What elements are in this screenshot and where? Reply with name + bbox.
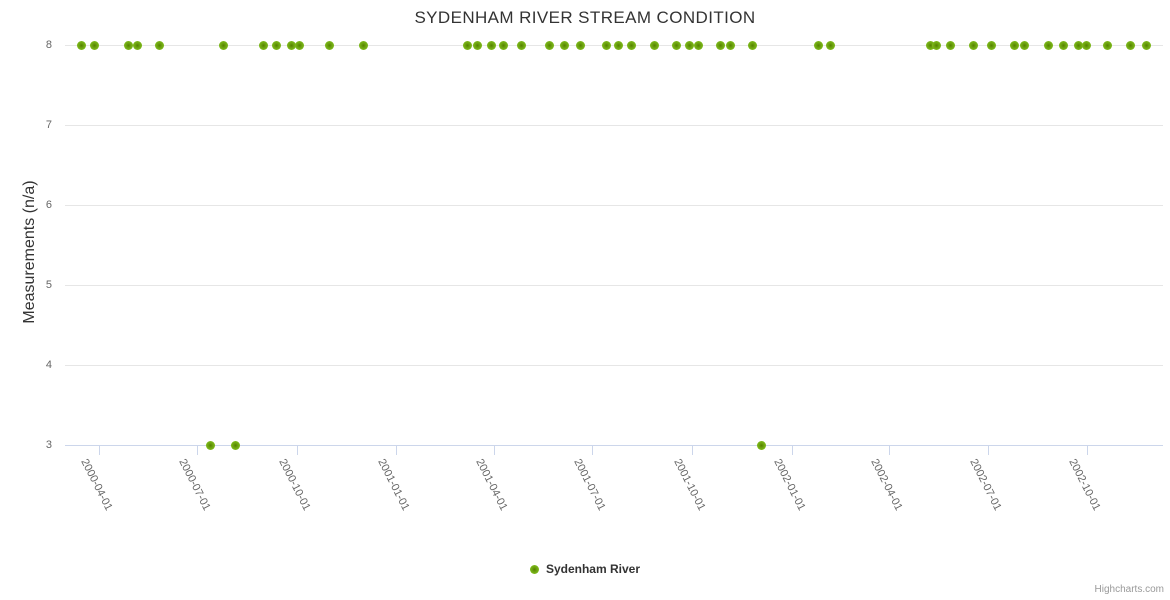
data-point-sydenham-river-2002-05-15[interactable] [932, 40, 942, 50]
y-axis-label-4: 4 [45, 359, 52, 371]
legend-item-sydenham-river[interactable]: Sydenham River [529, 562, 641, 576]
chart-title: SYDENHAM RIVER STREAM CONDITION [414, 8, 756, 27]
data-point-sydenham-river-2000-10-04[interactable] [295, 40, 305, 50]
x-axis-label-2001-07-01: 2001-07-01 [571, 457, 608, 513]
y-axis-label-5: 5 [45, 279, 52, 291]
data-point-sydenham-river-2002-01-26[interactable] [814, 40, 824, 50]
data-point-sydenham-river-2001-06-05[interactable] [559, 40, 569, 50]
x-tick-2001-07-01 [592, 445, 594, 455]
y-axis-label-8: 8 [45, 39, 52, 51]
y-gridline-7 [65, 125, 1163, 126]
data-point-sydenham-river-2002-07-05[interactable] [987, 40, 997, 50]
legend: Sydenham River [0, 562, 1170, 576]
data-point-sydenham-river-2002-05-09[interactable] [925, 40, 935, 50]
data-point-sydenham-river-2001-09-29[interactable] [685, 40, 695, 50]
data-point-sydenham-river-2001-08-27[interactable] [649, 40, 659, 50]
data-point-sydenham-river-2000-03-16[interactable] [76, 40, 86, 50]
data-point-sydenham-river-2002-09-30[interactable] [1081, 40, 1091, 50]
data-point-sydenham-river-2000-03-28[interactable] [89, 40, 99, 50]
data-point-sydenham-river-2000-09-26[interactable] [286, 40, 296, 50]
x-tick-2001-04-01 [493, 445, 495, 455]
data-point-sydenham-river-2000-09-12[interactable] [271, 40, 281, 50]
x-axis-label-2001-04-01: 2001-04-01 [473, 457, 510, 513]
data-point-sydenham-river-2001-05-22[interactable] [544, 40, 554, 50]
data-point-sydenham-river-2000-10-31[interactable] [324, 40, 334, 50]
data-point-sydenham-river-2000-04-29[interactable] [124, 40, 134, 50]
y-axis-label-6: 6 [45, 199, 52, 211]
data-point-sydenham-river-2002-10-20[interactable] [1103, 40, 1113, 50]
x-axis-label-2002-01-01: 2002-01-01 [770, 457, 808, 513]
x-axis-label-2000-10-01: 2000-10-01 [276, 457, 313, 513]
highcharts-credit-link[interactable]: Highcharts.com [1094, 584, 1164, 595]
data-point-sydenham-river-2001-03-08[interactable] [463, 40, 473, 50]
x-tick-2000-07-01 [197, 445, 199, 455]
x-tick-2001-10-01 [691, 445, 693, 455]
data-point-sydenham-river-2001-10-07[interactable] [693, 40, 703, 50]
x-tick-2002-04-01 [889, 445, 891, 455]
data-point-sydenham-river-2001-08-06[interactable] [626, 40, 636, 50]
data-point-sydenham-river-2002-09-09[interactable] [1058, 40, 1068, 50]
data-point-sydenham-river-2001-06-20[interactable] [575, 40, 585, 50]
data-point-sydenham-river-2001-03-30[interactable] [487, 40, 497, 50]
data-point-sydenham-river-2000-05-27[interactable] [154, 40, 164, 50]
data-point-sydenham-river-2001-04-27[interactable] [517, 40, 527, 50]
data-point-sydenham-river-2000-05-07[interactable] [133, 40, 143, 50]
y-gridline-6 [65, 205, 1163, 206]
legend-marker-icon [529, 564, 539, 574]
x-axis-label-2002-07-01: 2002-07-01 [966, 457, 1004, 513]
data-point-sydenham-river-2001-04-10[interactable] [499, 40, 509, 50]
legend-label: Sydenham River [545, 562, 641, 576]
data-point-sydenham-river-2002-08-26[interactable] [1043, 40, 1053, 50]
x-tick-2002-07-01 [987, 445, 989, 455]
x-tick-2001-01-01 [396, 445, 398, 455]
data-point-sydenham-river-2001-12-04[interactable] [756, 440, 766, 450]
data-point-sydenham-river-2001-11-06[interactable] [726, 40, 736, 50]
x-axis-label-2001-01-01: 2001-01-01 [375, 457, 412, 513]
data-point-sydenham-river-2001-07-25[interactable] [613, 40, 623, 50]
data-point-sydenham-river-2002-11-25[interactable] [1142, 40, 1152, 50]
x-axis-label-2000-07-01: 2000-07-01 [176, 457, 213, 513]
data-point-sydenham-river-2001-10-27[interactable] [715, 40, 725, 50]
data-point-sydenham-river-2001-03-17[interactable] [473, 40, 483, 50]
y-gridline-4 [65, 365, 1163, 366]
data-point-sydenham-river-2002-02-06[interactable] [826, 40, 836, 50]
y-axis-label-7: 7 [45, 119, 52, 131]
data-point-sydenham-river-2002-06-18[interactable] [969, 40, 978, 50]
data-point-sydenham-river-2001-07-14[interactable] [601, 40, 611, 50]
data-point-sydenham-river-2002-09-23[interactable] [1074, 40, 1084, 50]
data-point-sydenham-river-2002-11-10[interactable] [1126, 40, 1135, 50]
x-axis-label-2002-04-01: 2002-04-01 [868, 457, 905, 513]
y-axis-label-3: 3 [45, 439, 52, 451]
data-point-sydenham-river-2002-07-26[interactable] [1010, 40, 1020, 50]
x-axis-label-2002-10-01: 2002-10-01 [1066, 457, 1103, 513]
x-tick-2000-04-01 [98, 445, 100, 455]
x-axis-label-2000-04-01: 2000-04-01 [77, 457, 115, 513]
data-point-sydenham-river-2000-07-13[interactable] [205, 440, 215, 450]
data-point-sydenham-river-2001-11-26[interactable] [748, 40, 758, 50]
data-point-sydenham-river-2000-08-05[interactable] [230, 440, 240, 450]
x-tick-2000-10-01 [296, 445, 298, 455]
x-axis-line [65, 445, 1163, 446]
data-point-sydenham-river-2001-09-17[interactable] [672, 40, 682, 50]
x-tick-2002-01-01 [791, 445, 793, 455]
data-point-sydenham-river-2000-12-02[interactable] [359, 40, 369, 50]
data-point-sydenham-river-2002-05-28[interactable] [946, 40, 956, 50]
data-point-sydenham-river-2000-07-25[interactable] [218, 40, 228, 50]
data-point-sydenham-river-2002-08-04[interactable] [1019, 40, 1029, 50]
y-gridline-5 [65, 285, 1163, 286]
x-tick-2002-10-01 [1087, 445, 1089, 455]
x-axis-label-2001-10-01: 2001-10-01 [671, 457, 708, 513]
data-point-sydenham-river-2000-08-31[interactable] [258, 40, 268, 50]
